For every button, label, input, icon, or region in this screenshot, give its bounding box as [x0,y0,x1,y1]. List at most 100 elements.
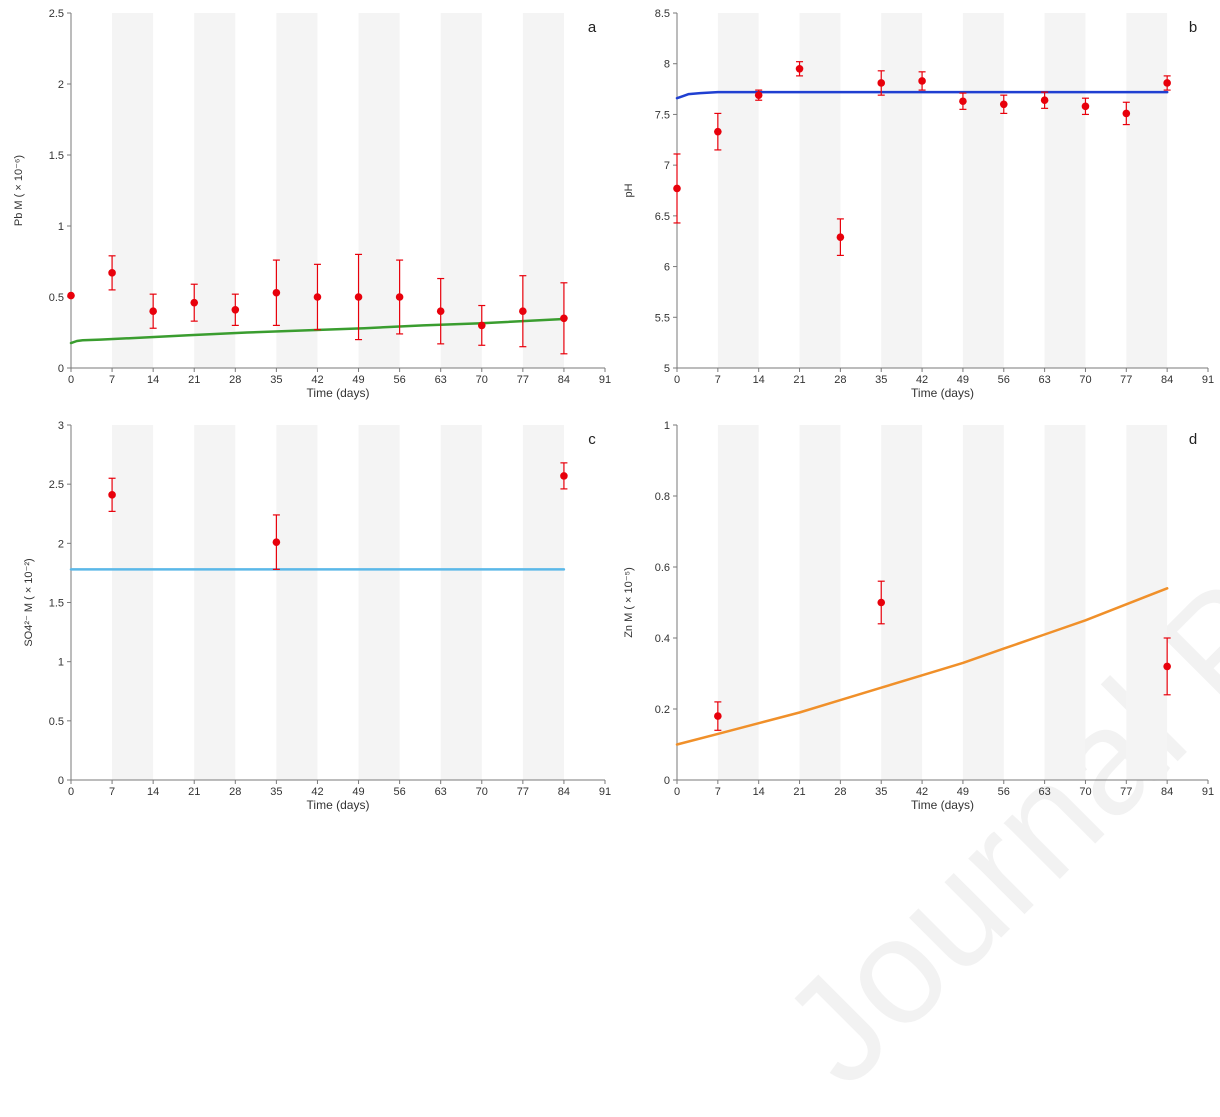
y-tick-label: 1.5 [49,598,64,610]
x-tick-label: 91 [599,786,611,798]
data-point [999,100,1008,109]
data-point [754,91,763,99]
data-point [231,305,240,314]
x-tick-label: 77 [1120,786,1132,798]
data-point [436,307,445,316]
shaded-band [276,425,318,780]
data-point [272,288,281,297]
y-tick-label: 1.5 [49,150,64,162]
x-tick-label: 70 [1079,786,1091,798]
shaded-band [194,425,236,780]
x-tick-label: 14 [753,374,765,386]
data-point [272,538,281,546]
y-axis-title: Pb M ( × 10⁻⁶) [13,155,25,226]
x-tick-label: 21 [188,786,200,798]
x-tick-label: 84 [558,374,570,386]
x-tick-label: 63 [1038,374,1050,386]
x-tick-label: 7 [715,374,721,386]
y-tick-label: 5 [664,363,670,375]
data-point [108,491,116,499]
data-point [1163,662,1171,671]
data-point [795,64,804,73]
shaded-band [358,13,400,368]
data-point [149,307,157,316]
y-tick-label: 6.5 [655,211,670,223]
x-tick-label: 70 [1079,374,1091,386]
shaded-band [1044,13,1086,368]
x-tick-label: 7 [109,374,115,386]
x-tick-label: 49 [352,374,364,386]
shaded-band [112,425,154,780]
x-tick-label: 0 [68,374,74,386]
data-point [190,298,199,307]
data-point [1081,102,1090,111]
x-tick-label: 14 [147,786,159,798]
shaded-band [881,13,923,368]
y-tick-label: 7 [664,160,670,172]
x-tick-label: 35 [875,786,887,798]
shaded-band [1126,13,1168,368]
data-point [1163,79,1171,87]
chart-panel-b: 5 5.5 6 6.5 7 7.5 8 8.5 0 7 14 21 28 35 42 49 56 63 70 77 84… [623,8,1214,400]
x-tick-label: 63 [435,374,447,386]
x-tick-label: 35 [270,374,282,386]
model-line [69,317,566,345]
data-point [560,314,568,323]
x-axis-title: Time (days) [307,798,370,812]
y-tick-label: 2.5 [49,8,64,20]
chart-panel-d: 0 0.2 0.4 0.6 0.8 1 0 7 14 21 28 35 42 49 56 63 70 77 84 91… [623,420,1214,812]
x-tick-label: 84 [558,786,570,798]
y-tick-label: 0.8 [655,491,670,503]
x-axis-title: Time (days) [307,386,370,400]
x-tick-label: 28 [229,786,241,798]
y-tick-label: 1 [58,221,64,233]
data-point [395,293,404,301]
x-tick-label: 42 [916,786,928,798]
x-tick-label: 42 [916,374,928,386]
y-tick-label: 3 [58,420,64,432]
x-tick-label: 91 [1202,786,1214,798]
x-tick-label: 14 [147,374,159,386]
x-tick-label: 35 [875,374,887,386]
y-tick-label: 7.5 [655,109,670,121]
y-tick-label: 0 [58,775,64,787]
shaded-band [799,13,841,368]
shaded-band [799,425,841,780]
data-point [519,307,527,316]
x-tick-label: 21 [188,374,200,386]
y-tick-label: 1 [58,657,64,669]
y-tick-label: 8.5 [655,8,670,20]
y-tick-label: 0 [58,363,64,375]
shaded-band [962,425,1004,780]
model-line [675,587,1169,746]
shaded-band [881,425,923,780]
x-tick-label: 91 [599,374,611,386]
shaded-band [194,13,236,368]
panel-label: d [1189,431,1197,448]
data-point [313,293,322,301]
y-tick-label: 0.5 [49,292,64,304]
y-tick-label: 5.5 [655,312,670,324]
y-tick-label: 0.2 [655,704,670,716]
shaded-band [358,425,400,780]
y-tick-label: 0.6 [655,562,670,574]
x-tick-label: 21 [793,786,805,798]
data-point [959,97,967,106]
x-tick-label: 49 [352,786,364,798]
x-tick-label: 21 [793,374,805,386]
x-tick-label: 7 [109,786,115,798]
shaded-band [717,13,759,368]
x-tick-label: 63 [435,786,447,798]
y-tick-label: 6 [664,262,670,274]
x-tick-label: 0 [674,786,680,798]
x-tick-label: 28 [834,374,846,386]
x-tick-label: 56 [393,786,405,798]
data-point [354,293,363,301]
y-tick-label: 0.4 [655,633,670,645]
panel-label: a [588,19,597,36]
x-tick-label: 77 [1120,374,1132,386]
y-tick-label: 8 [664,59,670,71]
panel-label: b [1189,19,1197,36]
x-tick-label: 70 [476,786,488,798]
y-axis-title: SO4²⁻ M ( × 10⁻²) [23,558,35,646]
